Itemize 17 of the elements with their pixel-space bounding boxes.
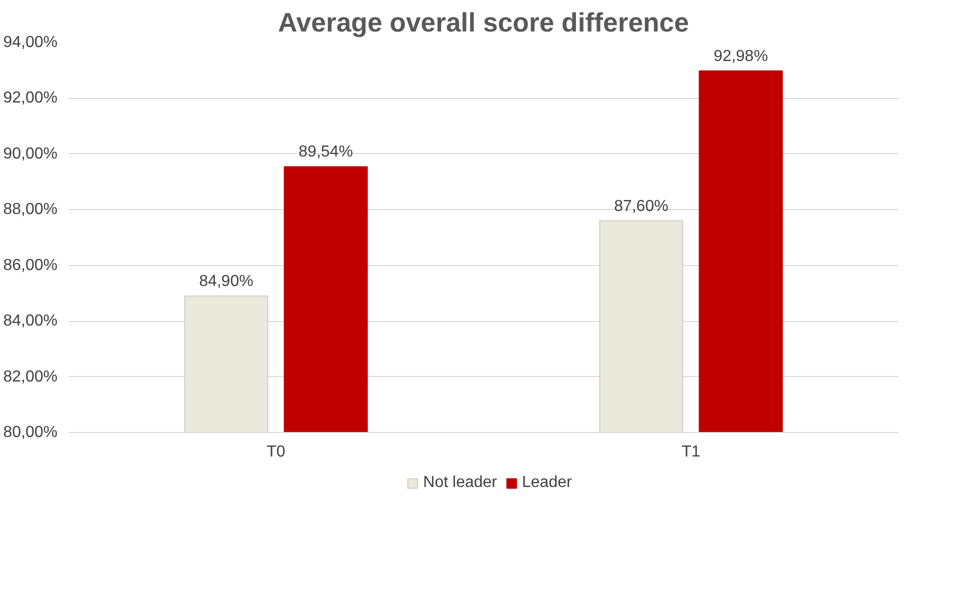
- y-tick-label: 88,00%: [3, 201, 58, 218]
- y-tick-label: 80,00%: [3, 424, 58, 441]
- x-tick-label: T1: [682, 444, 700, 460]
- y-tick-label: 90,00%: [3, 145, 58, 162]
- data-label: 84,90%: [199, 273, 254, 290]
- legend-label: Not leader: [423, 474, 497, 492]
- x-tick-label: T0: [266, 444, 286, 460]
- data-label: 87,60%: [614, 198, 668, 215]
- legend-label: Leader: [522, 474, 572, 492]
- chart-title: Average overall score difference: [278, 8, 689, 38]
- y-tick-label: 94,00%: [3, 34, 58, 51]
- y-tick-label: 84,00%: [3, 312, 58, 330]
- data-label: 92,98%: [714, 48, 768, 65]
- data-label: 89,54%: [298, 144, 353, 161]
- y-tick-label: 86,00%: [3, 256, 58, 274]
- y-tick-label: 92,00%: [3, 90, 58, 107]
- y-tick-label: 82,00%: [3, 368, 58, 386]
